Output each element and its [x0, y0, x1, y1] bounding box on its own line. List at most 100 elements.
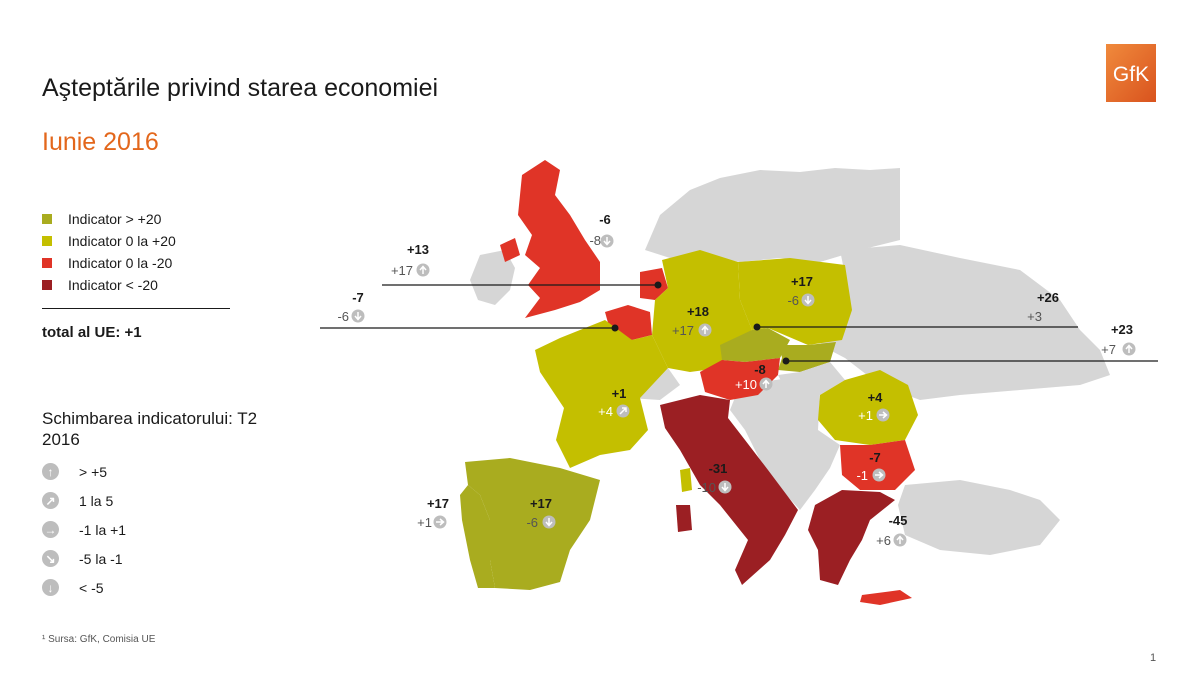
country-value-poland: +17 [791, 274, 813, 289]
legend-swatch [42, 280, 52, 290]
country-slovakia [778, 342, 836, 372]
country-value-bulgaria: -7 [869, 450, 881, 465]
country-romania [818, 370, 918, 445]
country-value-romania: +4 [868, 390, 884, 405]
change-legend-title: Schimbarea indicatorului: T2 2016 [42, 409, 258, 449]
gfk-logo: GfK [1106, 44, 1156, 102]
country-germany [652, 250, 752, 372]
country-northern-ireland [500, 238, 520, 262]
change-legend-label: > +5 [79, 463, 108, 480]
country-change-germany: +17 [672, 323, 694, 338]
leader-dot [654, 281, 662, 289]
country-change-slovakia: +7 [1101, 342, 1116, 357]
country-value-uk: -6 [599, 212, 611, 227]
country-value-spain: +17 [530, 496, 552, 511]
legend-item: Indicator < -20 [42, 274, 176, 296]
country-change-romania: +1 [858, 408, 873, 423]
page-subtitle: Iunie 2016 [42, 128, 159, 156]
country-change-netherlands: +17 [391, 263, 413, 278]
country-uk [518, 160, 600, 318]
arrow-down-icon [718, 480, 732, 494]
legend-swatch [42, 258, 52, 268]
legend-label: Indicator 0 la -20 [68, 255, 173, 271]
country-poland [738, 258, 852, 345]
country-value-portugal: +17 [427, 496, 449, 511]
country-change-portugal: +1 [417, 515, 432, 530]
country-value-netherlands: +13 [407, 242, 429, 257]
arrow-right-icon [872, 468, 886, 482]
change-legend-item: ↗ 1 la 5 [42, 486, 126, 515]
leader-dot [753, 323, 761, 331]
legend-divider [42, 308, 230, 309]
country-corsica [676, 505, 692, 532]
land-scandinavia [645, 168, 900, 262]
page-number: 1 [1150, 652, 1157, 664]
country-value-greece: -45 [889, 513, 908, 528]
arrow-down-icon [542, 515, 556, 529]
arrow-up-right-icon: ↗ [42, 492, 59, 509]
change-legend-label: < -5 [79, 579, 104, 596]
change-legend: ↑ > +5 ↗ 1 la 5 → -1 la +1 ↘ -5 la -1 ↓ … [42, 457, 126, 602]
country-greece [808, 490, 895, 585]
country-change-austria: +10 [735, 377, 757, 392]
country-france [535, 320, 668, 468]
leader-dot [782, 357, 790, 365]
country-value-czech-republic: +26 [1037, 290, 1059, 305]
legend-swatch [42, 236, 52, 246]
change-legend-label: -5 la -1 [79, 550, 123, 567]
change-legend-item: ↓ < -5 [42, 573, 126, 602]
country-value-italy: -31 [709, 461, 728, 476]
change-legend-label: 1 la 5 [79, 492, 114, 509]
legend-item: Indicator 0 la -20 [42, 252, 176, 274]
legend-swatch [42, 214, 52, 224]
country-value-germany: +18 [687, 304, 709, 319]
arrow-down-icon [600, 234, 614, 248]
arrow-right-icon: → [42, 521, 59, 538]
arrow-up-right-icon [616, 404, 630, 418]
arrow-up-icon: ↑ [42, 463, 59, 480]
source-note: ¹ Sursa: GfK, Comisia UE [42, 634, 156, 645]
country-change-france: +4 [598, 404, 613, 419]
arrow-down-icon [801, 293, 815, 307]
country-value-austria: -8 [754, 362, 766, 377]
country-portugal [460, 485, 495, 588]
country-change-poland: -6 [787, 293, 799, 308]
arrow-down-icon [351, 309, 365, 323]
change-legend-label: -1 la +1 [79, 521, 127, 538]
logo-text: GfK [1113, 63, 1149, 86]
country-change-italy: -10 [697, 480, 716, 495]
arrow-up-icon [698, 323, 712, 337]
legend-item: Indicator 0 la +20 [42, 230, 176, 252]
legend-item: Indicator > +20 [42, 208, 176, 230]
arrow-down-right-icon: ↘ [42, 550, 59, 567]
land-ireland [470, 250, 515, 305]
country-value-slovakia: +23 [1111, 322, 1133, 337]
country-bulgaria [840, 440, 915, 490]
change-legend-item: ↘ -5 la -1 [42, 544, 126, 573]
country-change-uk: -8 [589, 233, 601, 248]
land-balkans [730, 378, 840, 510]
country-austria [700, 358, 780, 400]
arrow-down-icon: ↓ [42, 579, 59, 596]
color-legend: Indicator > +20 Indicator 0 la +20 Indic… [42, 208, 176, 296]
country-crete [860, 590, 912, 605]
country-change-bulgaria: -1 [856, 468, 868, 483]
arrow-up-icon [1122, 342, 1136, 356]
country-change-czech-republic: +3 [1027, 309, 1042, 324]
page-title: Aşteptările privind starea economiei [42, 74, 439, 102]
country-value-france: +1 [612, 386, 627, 401]
change-legend-item: → -1 la +1 [42, 515, 126, 544]
country-hungary [778, 362, 845, 398]
legend-label: Indicator < -20 [68, 277, 158, 293]
arrow-right-icon [876, 408, 890, 422]
eu-total: total al UE: +1 [42, 324, 142, 341]
country-spain [465, 458, 600, 590]
arrow-up-icon [416, 263, 430, 277]
country-value-belgium: -7 [352, 290, 364, 305]
land-turkey [898, 480, 1060, 555]
legend-label: Indicator > +20 [68, 211, 162, 227]
country-change-spain: -6 [526, 515, 538, 530]
legend-label: Indicator 0 la +20 [68, 233, 176, 249]
country-change-greece: +6 [876, 533, 891, 548]
